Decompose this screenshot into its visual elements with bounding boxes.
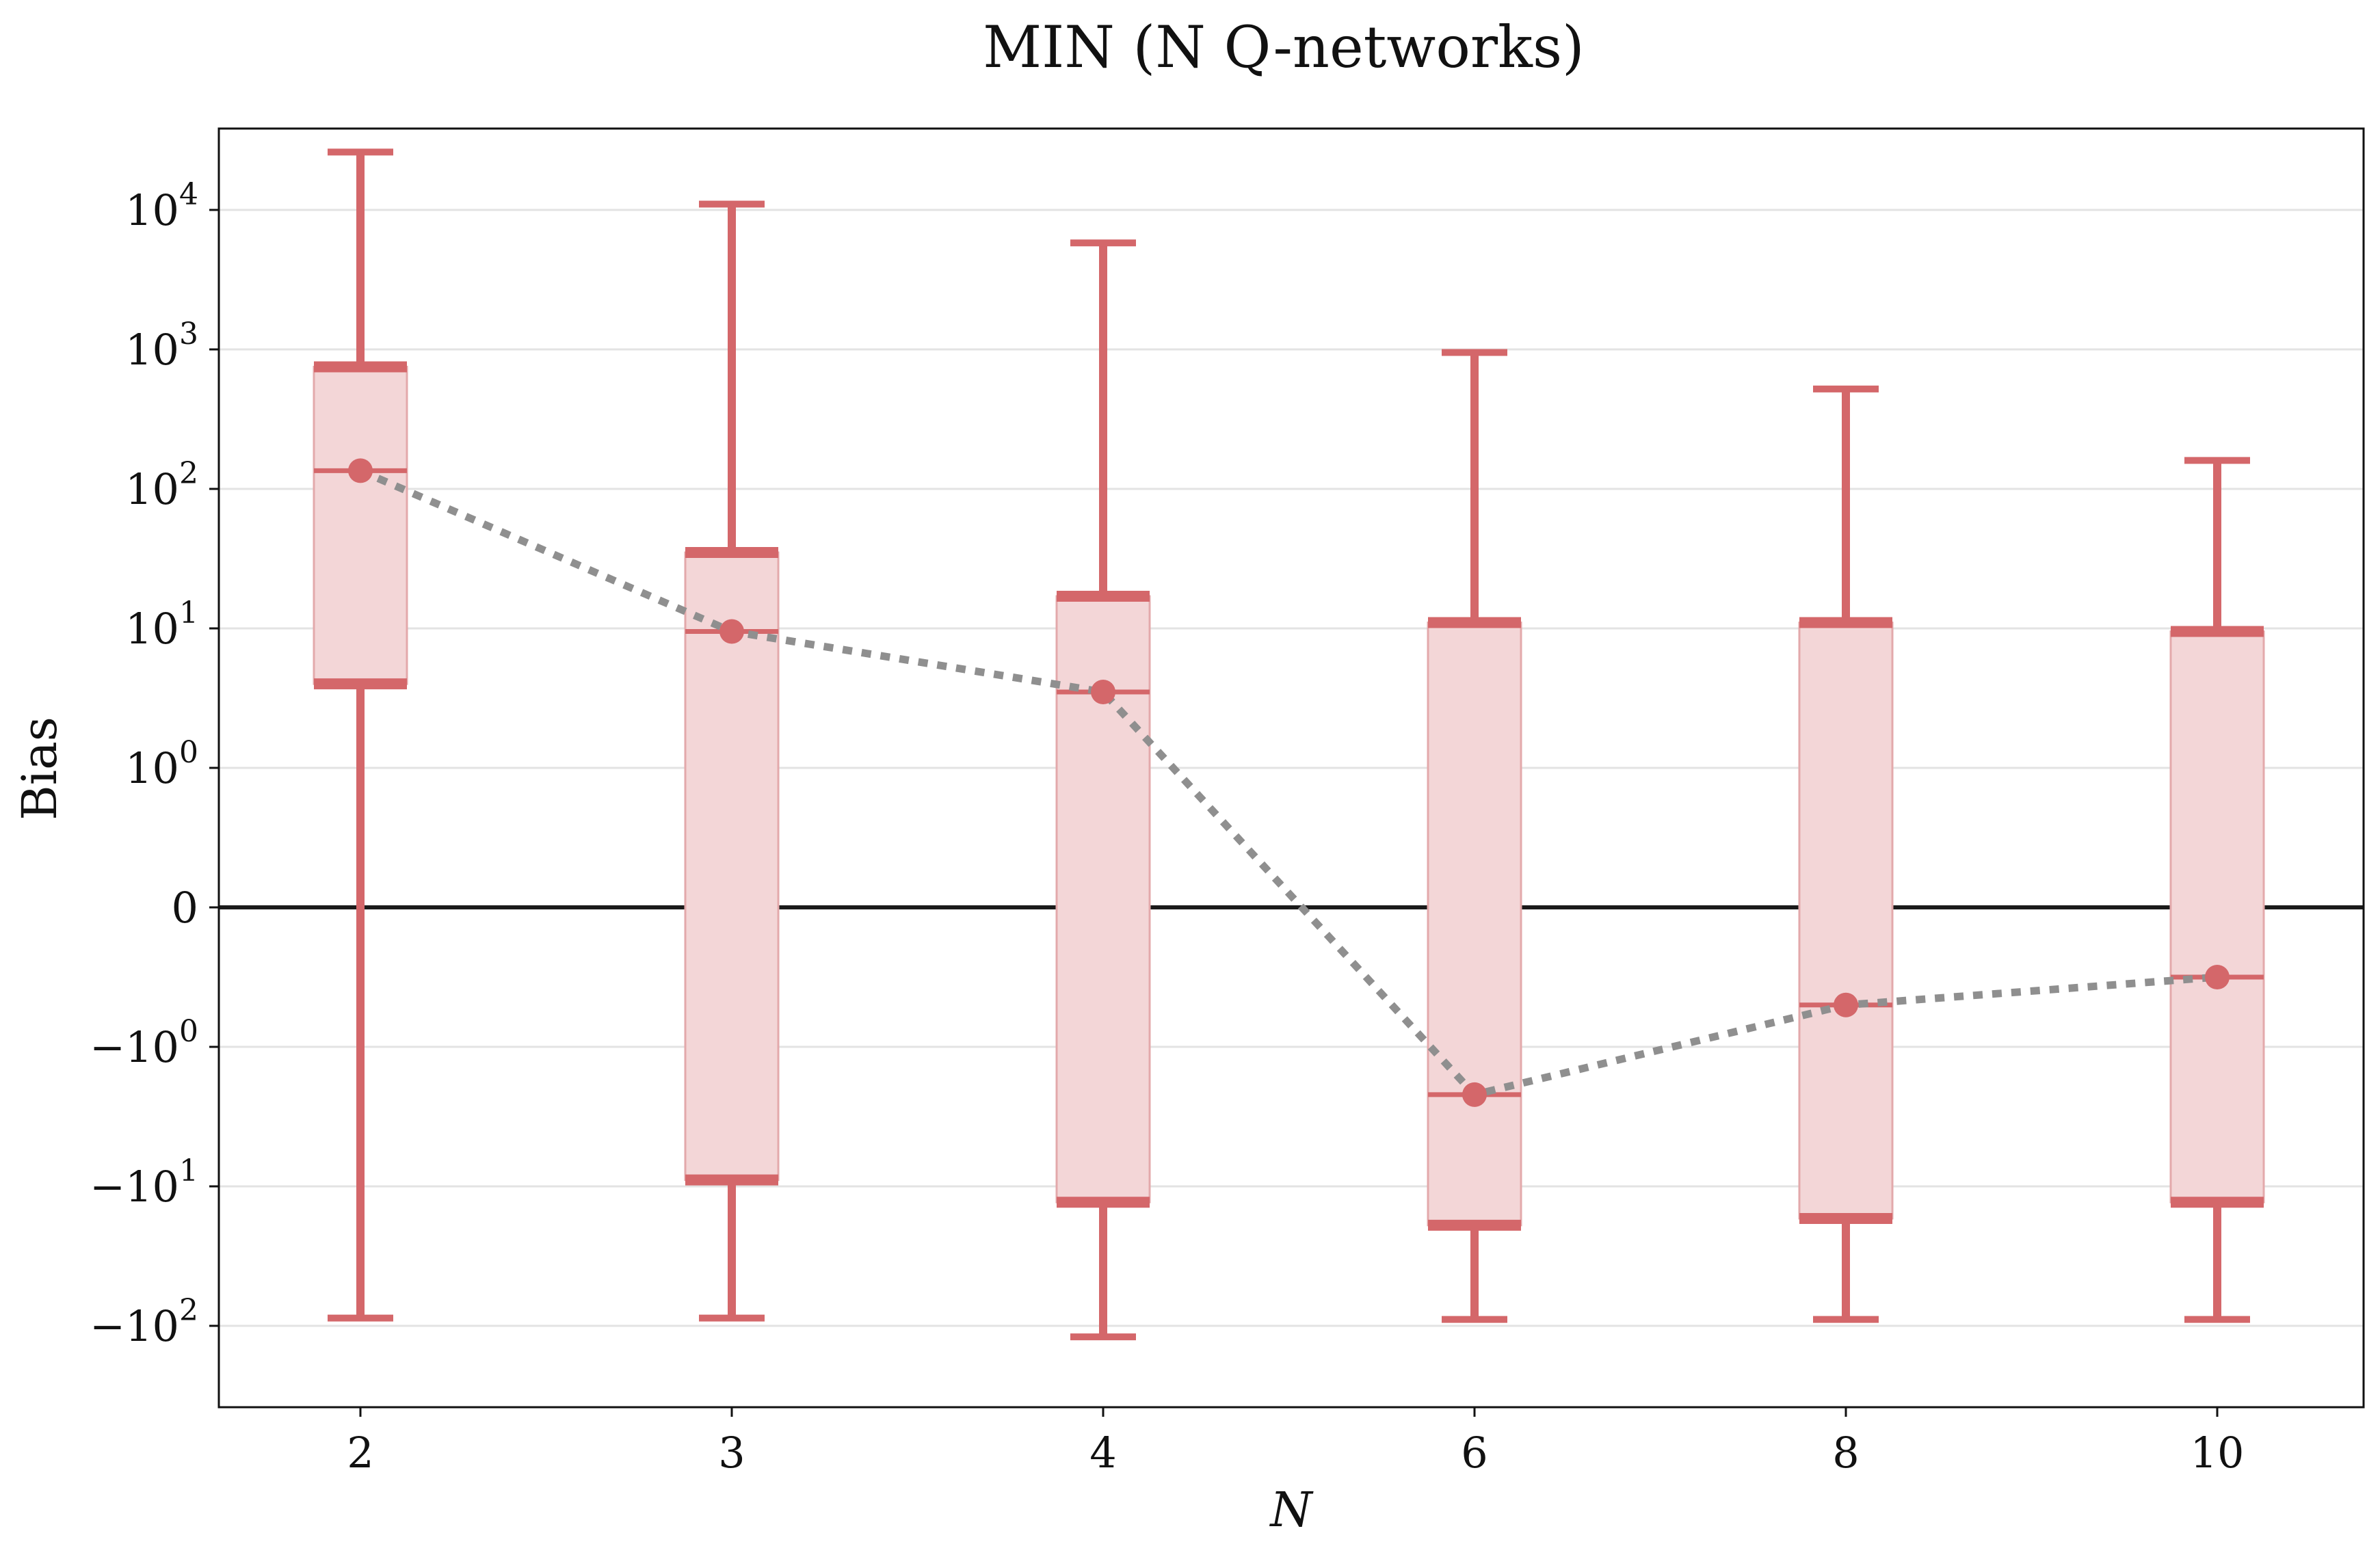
x-tick-label: 8	[1832, 1428, 1859, 1478]
median-point	[2205, 965, 2230, 989]
y-tick-base: −10	[90, 1301, 179, 1351]
y-tick-base: 10	[125, 743, 179, 793]
y-tick-exponent: 2	[179, 1293, 198, 1328]
y-tick-base: 10	[125, 185, 179, 235]
box-iqr	[2169, 630, 2265, 1203]
box-layer	[313, 148, 2265, 1341]
median-point	[348, 458, 373, 483]
y-tick-exponent: 1	[179, 1154, 198, 1188]
y-tick-label: 103	[125, 317, 198, 375]
y-tick-exponent: 0	[179, 1014, 198, 1049]
y-tick-label: −101	[90, 1154, 198, 1212]
y-axis-label: Bias	[12, 717, 68, 820]
x-tick-label: 10	[2191, 1428, 2245, 1478]
y-tick-base: 10	[125, 604, 179, 654]
median-point	[1834, 992, 1858, 1017]
y-tick-label: 102	[125, 456, 198, 514]
median-trend-line	[358, 467, 2218, 1099]
y-tick-label: 104	[125, 177, 198, 235]
median-point	[719, 619, 744, 644]
y-tick-exponent: 0	[179, 735, 198, 770]
y-tick-label: −100	[90, 1014, 198, 1072]
y-tick-exponent: 4	[179, 177, 198, 212]
y-tick-exponent: 2	[179, 456, 198, 491]
y-tick-label: −102	[90, 1293, 198, 1351]
y-tick-label: 101	[125, 596, 198, 654]
y-tick-base: 10	[125, 325, 179, 375]
x-axis-label: N	[1269, 1482, 1314, 1538]
median-point	[1462, 1082, 1487, 1107]
box-iqr	[684, 551, 780, 1182]
median-points	[348, 458, 2230, 1107]
y-tick-base: −10	[90, 1162, 179, 1212]
y-tick-exponent: 1	[179, 596, 198, 630]
x-tick-label: 6	[1461, 1428, 1488, 1478]
x-tick-label: 3	[718, 1428, 745, 1478]
y-tick-label: 100	[125, 735, 198, 793]
x-axis-ticks: 2 3 4 6 8 10	[347, 1407, 2244, 1478]
trend-layer	[358, 467, 2218, 1099]
y-tick-base: 10	[125, 464, 179, 514]
y-tick-base: 0	[172, 883, 198, 933]
y-tick-exponent: 3	[179, 317, 198, 351]
box-iqr	[313, 365, 408, 685]
box-iqr	[1798, 622, 1894, 1220]
x-tick-label: 2	[347, 1428, 373, 1478]
y-tick-label: 0	[172, 883, 198, 933]
box-iqr	[1427, 622, 1522, 1227]
median-point	[1091, 680, 1115, 705]
chart-title: MIN (N Q-networks)	[983, 14, 1585, 81]
y-tick-base: −10	[90, 1022, 179, 1072]
x-tick-label: 4	[1089, 1428, 1116, 1478]
grid-lines	[219, 209, 2364, 1327]
